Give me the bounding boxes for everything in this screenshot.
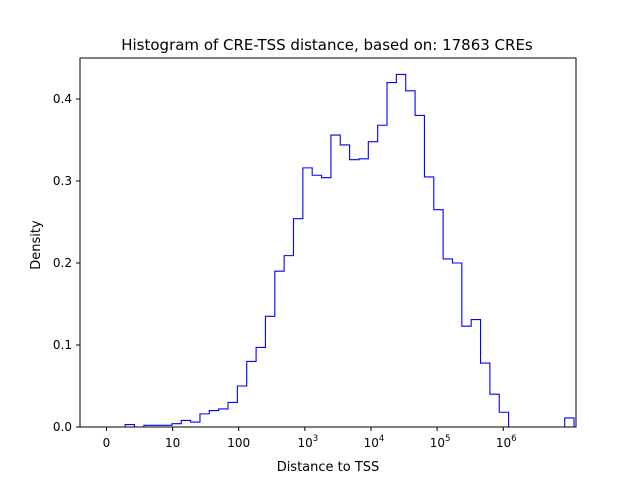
- chart-title: Histogram of CRE-TSS distance, based on:…: [121, 36, 533, 54]
- y-tick-label: 0.3: [53, 174, 72, 188]
- axes-frame: [79, 57, 577, 428]
- x-tick-label: 105: [430, 434, 451, 450]
- x-axis-label: Distance to TSS: [277, 460, 380, 475]
- y-tick-label: 0.4: [53, 92, 72, 106]
- y-tick-label: 0.1: [53, 338, 72, 352]
- x-tick-label: 106: [496, 434, 517, 450]
- x-tick-label: 10: [165, 436, 180, 450]
- x-tick-label: 103: [298, 434, 319, 450]
- y-tick-label: 0.0: [53, 420, 72, 434]
- histogram-series-0: [106, 73, 575, 428]
- y-tick-label: 0.2: [53, 256, 72, 270]
- x-axis: 0 10 100 103 104 105 106: [103, 427, 517, 450]
- y-axis-label: Density: [29, 220, 44, 270]
- x-tick-label: 0: [103, 436, 111, 450]
- x-tick-label: 100: [227, 436, 250, 450]
- y-axis: 0.0 0.1 0.2 0.3 0.4: [53, 92, 80, 434]
- x-tick-label: 104: [364, 434, 385, 450]
- plot-area: [79, 57, 577, 428]
